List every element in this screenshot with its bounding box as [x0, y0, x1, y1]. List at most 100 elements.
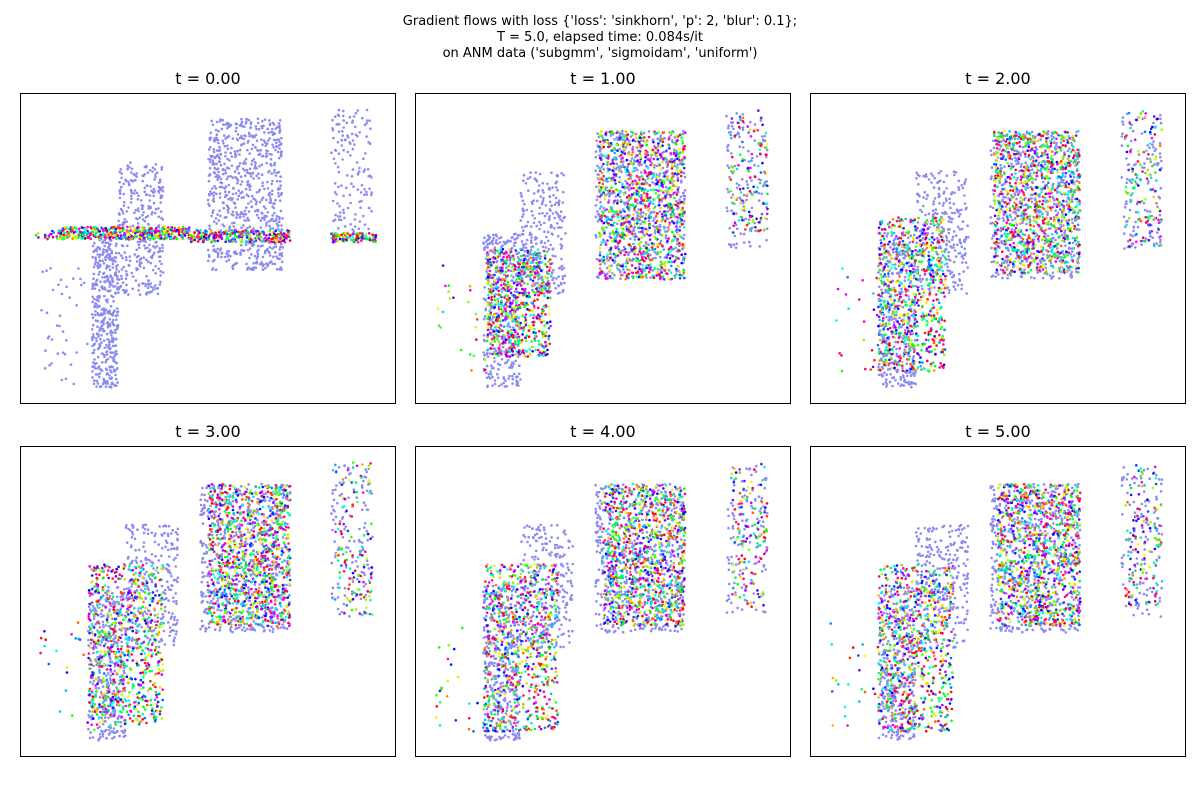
moving-point: [533, 276, 536, 279]
target-point: [645, 164, 648, 168]
target-point: [98, 259, 101, 262]
moving-point: [523, 354, 527, 358]
target-point: [551, 278, 554, 282]
moving-point: [517, 350, 520, 354]
target-point: [663, 136, 666, 140]
target-point: [154, 163, 158, 166]
moving-point: [151, 229, 154, 232]
target-point: [106, 337, 109, 341]
moving-point: [275, 237, 279, 240]
target-point: [218, 192, 222, 195]
moving-point: [345, 235, 348, 239]
target-point: [511, 377, 515, 381]
target-point: [335, 123, 339, 126]
target-point: [245, 193, 249, 197]
target-point: [280, 142, 283, 146]
target-point: [666, 161, 669, 164]
target-point: [626, 268, 629, 271]
target-point: [116, 282, 119, 285]
target-point: [673, 136, 677, 139]
moving-point: [356, 234, 359, 238]
moving-point: [682, 268, 685, 272]
moving-point: [246, 232, 250, 236]
moving-point: [627, 194, 631, 197]
target-point: [354, 213, 357, 216]
moving-point: [616, 254, 620, 257]
moving-point: [676, 135, 680, 139]
target-point: [755, 155, 759, 158]
target-point: [213, 156, 217, 159]
moving-point: [110, 226, 113, 229]
moving-point: [59, 231, 63, 235]
target-point: [103, 244, 106, 248]
target-point: [746, 183, 749, 186]
target-point: [556, 222, 559, 225]
target-point: [560, 226, 563, 229]
target-point: [629, 177, 633, 180]
target-point: [206, 259, 210, 263]
target-point: [504, 379, 507, 383]
target-point: [59, 278, 63, 282]
moving-point: [662, 196, 665, 200]
moving-point: [492, 289, 495, 293]
moving-point: [602, 191, 605, 194]
target-point: [278, 268, 281, 271]
target-point: [278, 248, 281, 251]
target-point: [549, 225, 552, 229]
target-point: [272, 131, 275, 134]
target-point: [96, 295, 99, 299]
target-point: [337, 185, 340, 189]
moving-point: [492, 332, 496, 335]
moving-point: [661, 137, 664, 141]
target-point: [608, 232, 612, 235]
target-point: [90, 328, 94, 331]
moving-point: [544, 287, 547, 290]
target-point: [268, 246, 272, 249]
moving-point: [491, 337, 494, 341]
target-point: [216, 173, 219, 177]
target-point: [641, 211, 645, 214]
target-point: [50, 362, 53, 365]
target-point: [259, 226, 263, 229]
target-point: [336, 140, 340, 144]
moving-point: [515, 278, 518, 281]
target-point: [757, 191, 760, 195]
moving-point: [493, 313, 497, 317]
moving-point: [672, 203, 676, 206]
moving-point: [334, 234, 338, 238]
moving-point: [502, 252, 506, 255]
target-point: [238, 216, 242, 219]
moving-point: [169, 228, 173, 231]
target-point: [272, 123, 276, 126]
target-point: [609, 252, 612, 256]
moving-point: [508, 283, 511, 286]
target-point: [549, 223, 553, 227]
target-point: [595, 139, 598, 143]
moving-point: [523, 271, 526, 275]
moving-point: [212, 236, 215, 239]
moving-point: [616, 215, 620, 219]
moving-point: [102, 229, 105, 232]
moving-point: [613, 231, 616, 235]
target-point: [334, 162, 337, 165]
moving-point: [598, 181, 601, 185]
moving-point: [367, 232, 371, 235]
moving-point: [535, 261, 538, 265]
target-point: [729, 245, 733, 248]
target-point: [493, 356, 496, 360]
moving-point: [532, 290, 535, 294]
moving-point: [331, 232, 334, 235]
target-point: [142, 239, 145, 243]
moving-point: [507, 349, 511, 353]
target-point: [243, 169, 247, 172]
target-point: [247, 202, 250, 205]
target-point: [638, 230, 641, 234]
moving-point: [498, 351, 501, 354]
target-point: [250, 253, 253, 256]
target-point: [538, 206, 542, 210]
moving-point: [522, 325, 526, 329]
target-point: [751, 226, 754, 230]
target-point: [131, 287, 134, 291]
moving-point: [518, 352, 521, 356]
moving-point: [678, 151, 681, 155]
